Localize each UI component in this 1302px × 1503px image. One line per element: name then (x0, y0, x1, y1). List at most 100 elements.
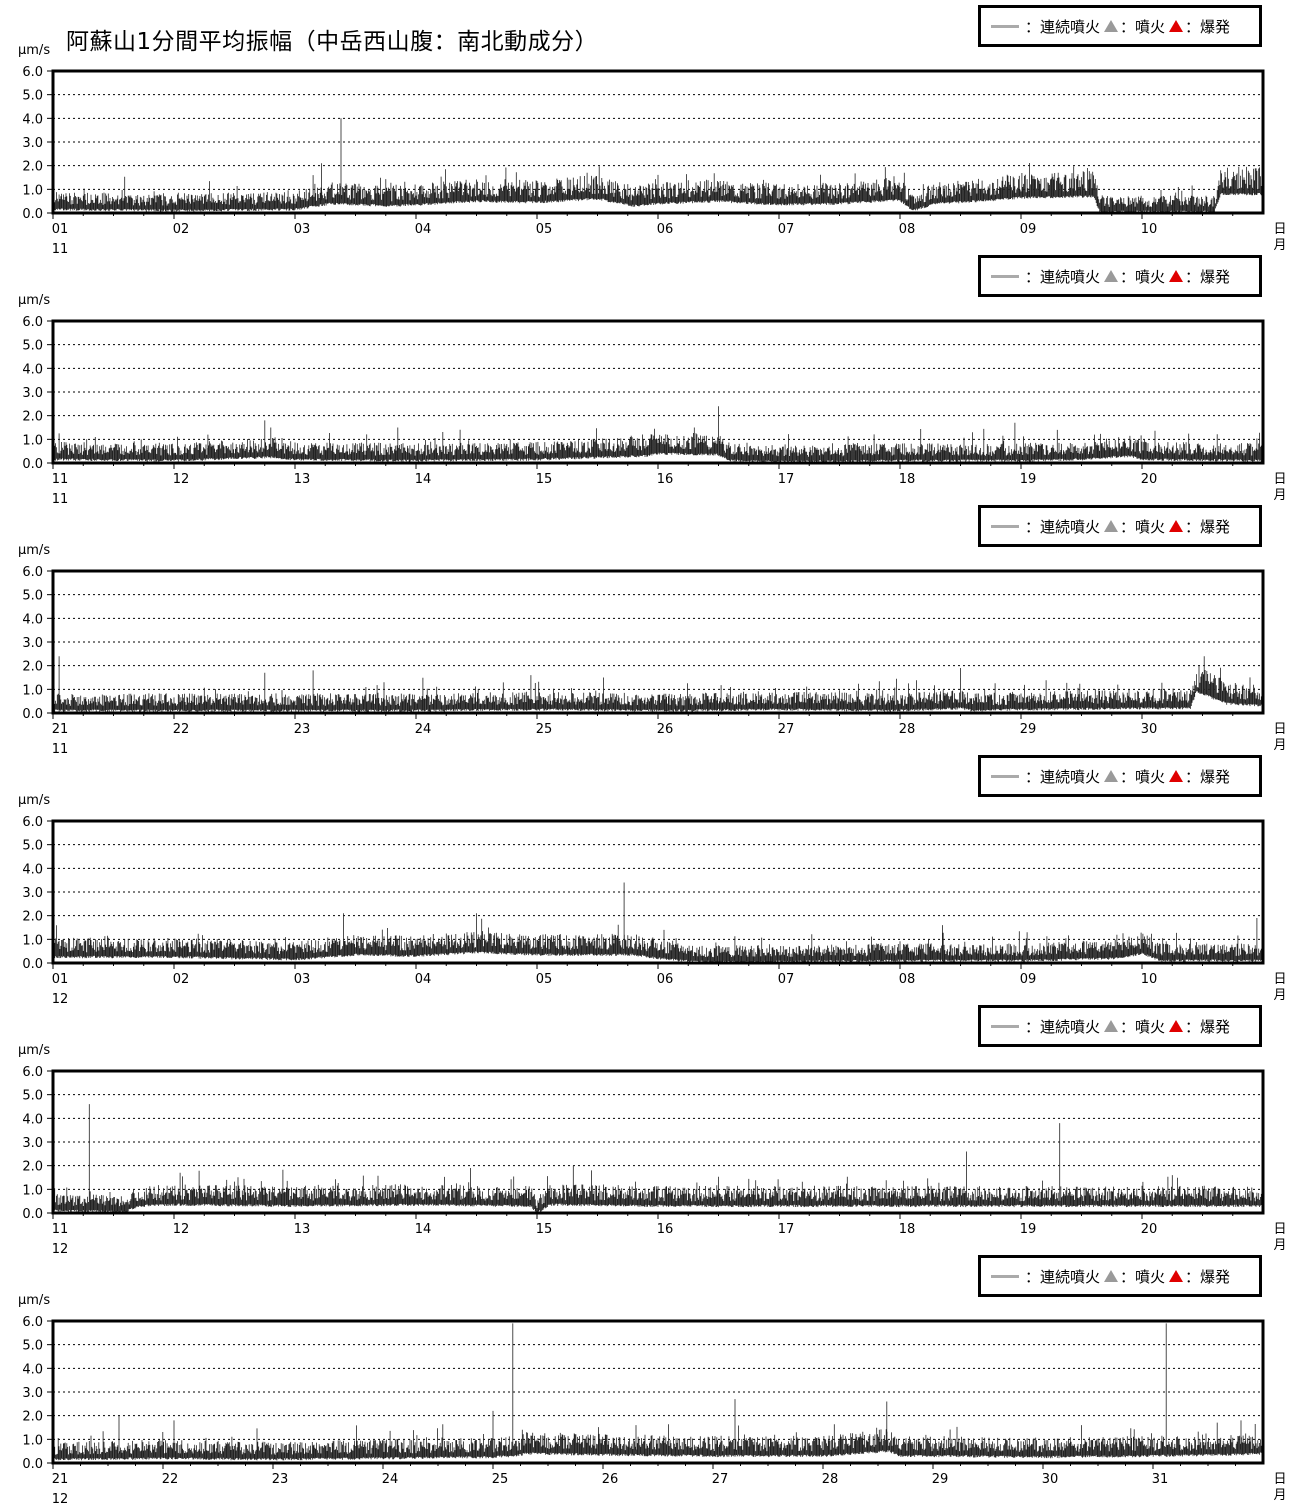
y-tick-label: 5.0 (22, 339, 43, 354)
legend-box: ：連続噴火 ：噴火 ：爆発 (978, 1255, 1262, 1297)
y-tick-label: 2.0 (22, 910, 43, 925)
y-tick-label: 0.0 (22, 207, 43, 222)
y-tick-label: 0.0 (22, 1207, 43, 1222)
x-tick-label: 21 (52, 1472, 69, 1487)
page-title: 阿蘇山1分間平均振幅（中岳西山腹：南北動成分） (66, 29, 599, 55)
y-tick-label: 0.0 (22, 707, 43, 722)
continuous-eruption-line-icon (991, 274, 1019, 278)
x-tick-label: 05 (536, 222, 553, 237)
legend-box: ：連続噴火 ：噴火 ：爆発 (978, 505, 1262, 547)
continuous-eruption-line-icon (991, 1274, 1019, 1278)
y-tick-label: 0.0 (22, 1457, 43, 1472)
explosion-volcano-icon (1169, 20, 1184, 32)
legend-eruption-label: ：噴火 (1120, 267, 1166, 286)
axis-unit-month: 月 (1273, 738, 1286, 753)
y-unit-label: μm/s (18, 543, 50, 558)
y-tick-label: 3.0 (22, 1136, 43, 1151)
x-tick-label: 30 (1141, 722, 1158, 737)
x-tick-label: 06 (657, 222, 674, 237)
legend-continuous-label: ：連続噴火 (1025, 767, 1101, 786)
continuous-eruption-line-icon (991, 524, 1019, 528)
y-tick-label: 0.0 (22, 457, 43, 472)
x-tick-label: 12 (173, 472, 190, 487)
y-tick-label: 1.0 (22, 433, 43, 448)
data-series-trace (52, 406, 1264, 463)
x-tick-label: 09 (1020, 222, 1037, 237)
x-tick-label: 24 (382, 1472, 399, 1487)
y-tick-label: 4.0 (22, 612, 43, 627)
axis-unit-month: 月 (1273, 1488, 1286, 1503)
x-tick-label: 26 (602, 1472, 619, 1487)
legend-eruption-label: ：噴火 (1120, 1267, 1166, 1286)
x-tick-label: 08 (899, 222, 916, 237)
y-unit-label: μm/s (18, 793, 50, 808)
x-tick-label: 02 (173, 972, 190, 987)
data-series-trace (52, 656, 1264, 712)
x-tick-label: 18 (899, 472, 916, 487)
x-tick-label: 20 (1141, 472, 1158, 487)
x-tick-label: 28 (822, 1472, 839, 1487)
axis-unit-month: 月 (1273, 488, 1286, 503)
x-tick-label: 03 (294, 972, 311, 987)
x-tick-label: 13 (294, 1222, 311, 1237)
legend-continuous-label: ：連続噴火 (1025, 17, 1101, 36)
chart-panel (47, 319, 1265, 469)
x-tick-label: 11 (52, 472, 69, 487)
data-series-trace (52, 882, 1264, 963)
legend-explosion-label: ：爆発 (1185, 1267, 1231, 1286)
y-tick-label: 6.0 (22, 315, 43, 330)
axis-unit-day: 日 (1273, 972, 1286, 987)
legend-continuous-label: ：連続噴火 (1025, 267, 1101, 286)
x-tick-label: 13 (294, 472, 311, 487)
y-tick-label: 6.0 (22, 1315, 43, 1330)
x-tick-label: 27 (712, 1472, 729, 1487)
legend-explosion-label: ：爆発 (1185, 517, 1231, 536)
chart-panel (47, 819, 1265, 969)
eruption-volcano-icon (1104, 1020, 1119, 1032)
eruption-volcano-icon (1104, 20, 1119, 32)
y-tick-label: 5.0 (22, 1089, 43, 1104)
y-tick-label: 2.0 (22, 410, 43, 425)
month-label: 11 (52, 742, 69, 757)
legend-continuous-label: ：連続噴火 (1025, 517, 1101, 536)
x-tick-label: 28 (899, 722, 916, 737)
eruption-volcano-icon (1104, 270, 1119, 282)
x-tick-label: 12 (173, 1222, 190, 1237)
y-tick-label: 3.0 (22, 886, 43, 901)
y-tick-label: 3.0 (22, 636, 43, 651)
y-tick-label: 4.0 (22, 362, 43, 377)
y-tick-label: 3.0 (22, 386, 43, 401)
y-unit-label: μm/s (18, 1293, 50, 1308)
y-tick-label: 2.0 (22, 160, 43, 175)
explosion-volcano-icon (1169, 1270, 1184, 1282)
axis-unit-day: 日 (1273, 222, 1286, 237)
y-tick-label: 2.0 (22, 660, 43, 675)
x-tick-label: 01 (52, 972, 69, 987)
x-tick-label: 17 (778, 472, 795, 487)
legend-box: ：連続噴火 ：噴火 ：爆発 (978, 755, 1262, 797)
y-tick-label: 1.0 (22, 933, 43, 948)
axis-unit-day: 日 (1273, 722, 1286, 737)
x-tick-label: 21 (52, 722, 69, 737)
y-tick-label: 4.0 (22, 1112, 43, 1127)
y-tick-label: 5.0 (22, 589, 43, 604)
x-tick-label: 11 (52, 1222, 69, 1237)
y-tick-label: 4.0 (22, 112, 43, 127)
x-tick-label: 17 (778, 1222, 795, 1237)
continuous-eruption-line-icon (991, 774, 1019, 778)
chart-panel (47, 1069, 1265, 1219)
legend-explosion-label: ：爆発 (1185, 1017, 1231, 1036)
x-tick-label: 08 (899, 972, 916, 987)
month-label: 12 (52, 992, 69, 1007)
y-tick-label: 4.0 (22, 1362, 43, 1377)
chart-panel (47, 1319, 1265, 1469)
month-label: 11 (52, 492, 69, 507)
x-tick-label: 01 (52, 222, 69, 237)
x-tick-label: 27 (778, 722, 795, 737)
eruption-volcano-icon (1104, 1270, 1119, 1282)
month-label: 12 (52, 1492, 69, 1503)
legend-explosion-label: ：爆発 (1185, 17, 1231, 36)
legend-explosion-label: ：爆発 (1185, 267, 1231, 286)
y-unit-label: μm/s (18, 293, 50, 308)
